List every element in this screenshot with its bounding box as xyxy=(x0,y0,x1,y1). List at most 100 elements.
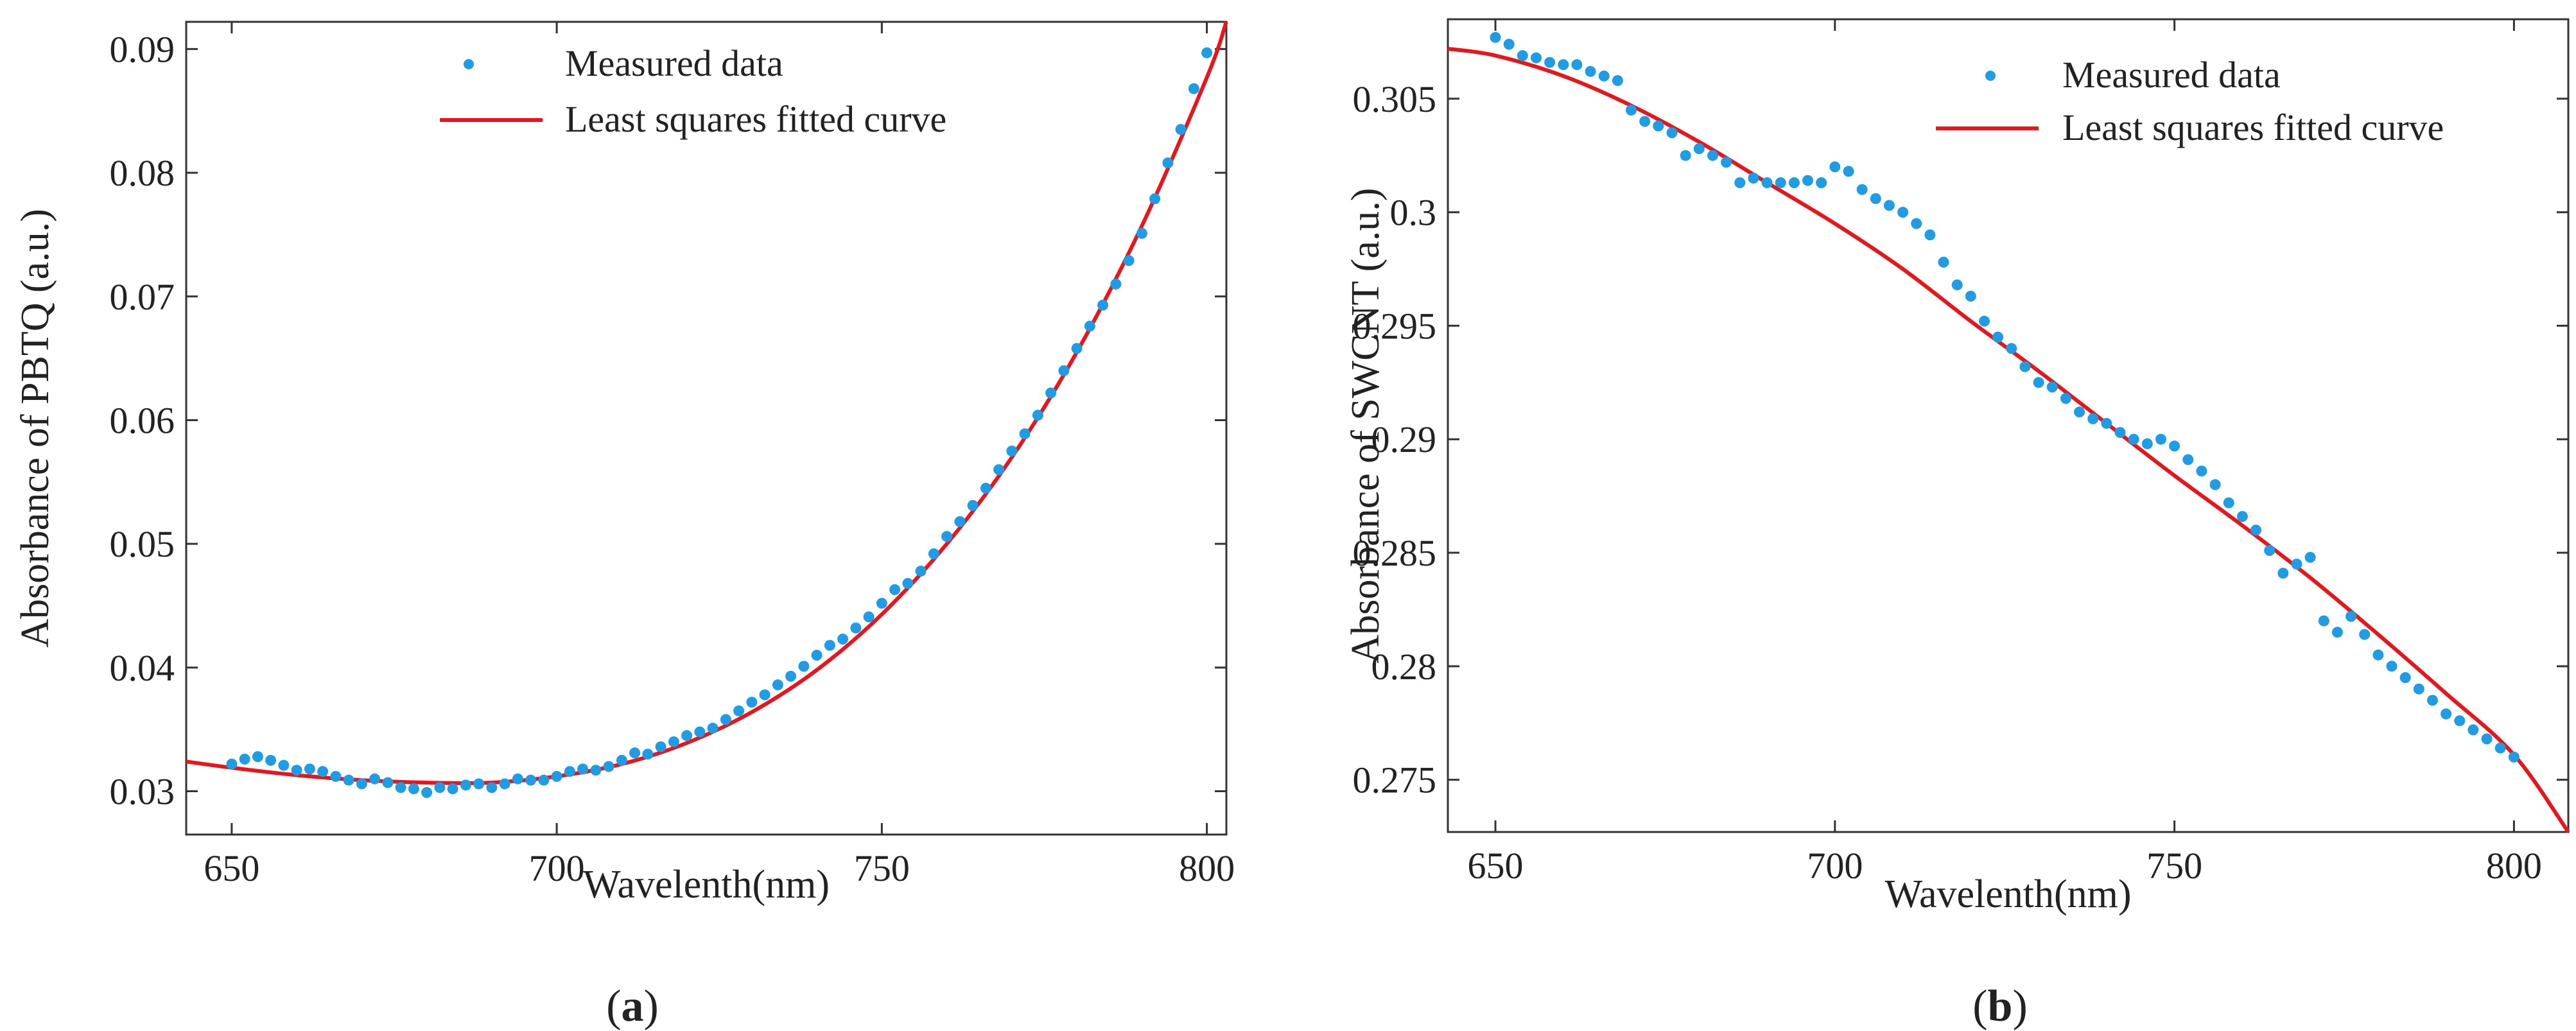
chart-b-y-tick-label: 0.3 xyxy=(1390,192,1437,234)
chart-a-measured-point xyxy=(1149,193,1161,205)
chart-a-measured-point xyxy=(603,761,614,772)
chart-a-measured-point xyxy=(434,782,446,793)
chart-b-measured-point xyxy=(1843,166,1854,177)
chart-b-measured-point xyxy=(2386,661,2398,672)
chart-a-measured-point xyxy=(447,783,458,795)
chart-b-measured-point xyxy=(1721,157,1732,168)
chart-a-y-axis-label: Absorbance of PBTQ (a.u.) xyxy=(13,209,57,648)
chart-a-measured-point xyxy=(967,499,979,511)
chart-b-measured-point xyxy=(2209,479,2221,490)
chart-b-measured-point xyxy=(2481,733,2493,745)
chart-b-measured-point xyxy=(2277,567,2289,579)
chart-b-measured-point xyxy=(2359,628,2371,640)
chart-a-measured-point xyxy=(668,736,679,747)
chart-a-y-tick-label: 0.05 xyxy=(110,523,175,565)
chart-b-y-tick-label: 0.29 xyxy=(1371,419,1437,460)
chart-a-measured-point xyxy=(889,584,901,595)
chart-a-measured-point xyxy=(759,689,770,700)
chart-a-y-tick-label: 0.09 xyxy=(110,28,175,70)
chart-a-measured-point xyxy=(291,765,302,776)
chart-b-measured-point xyxy=(2413,683,2424,695)
chart-a-measured-point xyxy=(356,778,367,790)
chart-b-x-axis-label: Wavelenth(nm) xyxy=(1884,872,2131,916)
chart-b-measured-point xyxy=(2155,433,2166,445)
chart-a-measured-point xyxy=(525,774,537,786)
chart-b-measured-point xyxy=(2033,377,2044,388)
chart-b-measured-point xyxy=(1693,143,1705,155)
chart-a-ticks: 650 700 750 800 0.03 0.04 0.05 0.06 0.07 0.08 0.09 xyxy=(110,22,1235,889)
chart-b-measured-point xyxy=(1598,70,1610,82)
chart-b-measured-point xyxy=(1707,150,1718,161)
chart-b-measured-point xyxy=(1734,177,1746,189)
chart-a-measured-point xyxy=(551,770,562,782)
chart-a-y-tick-label: 0.04 xyxy=(110,647,175,689)
chart-a-y-tick-label: 0.03 xyxy=(110,771,175,813)
chart-a-measured-point xyxy=(616,754,627,766)
chart-b-measured-point xyxy=(1870,193,1881,204)
chart-b-measured-point xyxy=(1612,75,1623,86)
panel-label-a: (a) xyxy=(606,982,659,1031)
chart-a-measured-point xyxy=(629,747,641,759)
chart-b-y-tick-label: 0.305 xyxy=(1353,78,1437,120)
chart-b-fitted-curve xyxy=(1447,47,2570,833)
chart-b-measured-point xyxy=(1544,56,1556,68)
chart-b-measured-point xyxy=(2345,611,2357,622)
chart-a-x-tick-label: 700 xyxy=(529,847,585,889)
chart-a-measured-point xyxy=(1175,124,1187,135)
chart-a-measured-point xyxy=(486,782,498,793)
chart-b-measured-point xyxy=(1748,173,1759,184)
chart-b-measured-point xyxy=(2318,615,2329,627)
chart-a-measured-point xyxy=(590,765,602,776)
chart-a-legend-label-measured: Measured data xyxy=(565,42,783,84)
chart-b-measured-point xyxy=(2304,551,2316,563)
chart-b-measured-point xyxy=(1775,177,1786,189)
chart-a-fitted-curve xyxy=(186,21,1228,785)
chart-b-measured-point xyxy=(1666,127,1678,139)
chart-b-measured-point xyxy=(2331,627,2343,638)
chart-b-measured-point xyxy=(1938,256,1949,268)
chart-a-plot-frame xyxy=(185,21,1228,836)
chart-a-measured-point xyxy=(395,782,406,793)
chart-b-legend: Measured data Least squares fitted curve xyxy=(1936,54,2444,148)
chart-b-measured-point xyxy=(1585,65,1596,77)
chart-b-measured-point xyxy=(2372,649,2384,661)
chart-a-measured-point xyxy=(772,679,783,691)
chart-a-measured-point xyxy=(369,773,381,784)
chart-b-measured-point xyxy=(1883,200,1895,211)
chart-a-measured-point xyxy=(1188,83,1199,94)
chart-a-measured-point xyxy=(720,714,731,725)
chart-b-measured-point xyxy=(2141,438,2153,449)
chart-b-y-tick-label: 0.295 xyxy=(1353,305,1437,347)
chart-a-fitted-curve-layer xyxy=(186,21,1228,785)
chart-b-ticks: 650 700 750 800 0.275 0.28 0.285 0.29 0.295 0.3 0.… xyxy=(1353,19,2568,887)
chart-b-measured-point xyxy=(1558,59,1569,71)
chart-a-measured-point xyxy=(473,778,485,790)
chart-a-measured-point xyxy=(941,531,953,542)
chart-a-measured-point xyxy=(1136,228,1147,239)
chart-a-measured-point xyxy=(746,697,758,708)
chart-a-measured-point xyxy=(1019,428,1031,440)
chart-b-measured-point xyxy=(2114,427,2126,438)
chart-b-measured-point xyxy=(2019,361,2031,372)
chart-b-measured-point xyxy=(1924,229,1936,241)
chart-b-legend-label-fitted: Least squares fitted curve xyxy=(2062,107,2444,148)
chart-a-measured-points-layer xyxy=(226,47,1213,798)
chart-a-measured-point xyxy=(1032,410,1043,421)
chart-a-measured-point xyxy=(265,754,277,766)
chart-b-measured-point xyxy=(2467,724,2479,736)
chart-a-legend-label-fitted: Least squares fitted curve xyxy=(565,98,946,140)
chart-b-measured-point xyxy=(2399,672,2411,683)
chart-a-measured-point xyxy=(785,670,797,682)
chart-b-measured-point xyxy=(1680,150,1691,161)
chart-b-measured-point xyxy=(2264,545,2276,556)
chart-b-measured-point xyxy=(1829,161,1841,173)
chart-b-y-tick-label: 0.285 xyxy=(1353,532,1437,574)
chart-b-measured-points-layer xyxy=(1490,31,2519,763)
chart-a-measured-point xyxy=(1201,47,1213,58)
chart-b-measured-point xyxy=(1788,177,1800,189)
chart-b-measured-point xyxy=(1626,105,1637,116)
chart-a-legend-marker-measured xyxy=(464,59,474,69)
chart-a-measured-point xyxy=(915,566,927,577)
chart-b-y-axis-label: Absorbance of SWCNT (a.u.) xyxy=(1344,188,1388,664)
chart-a-y-tick-label: 0.06 xyxy=(110,399,175,441)
